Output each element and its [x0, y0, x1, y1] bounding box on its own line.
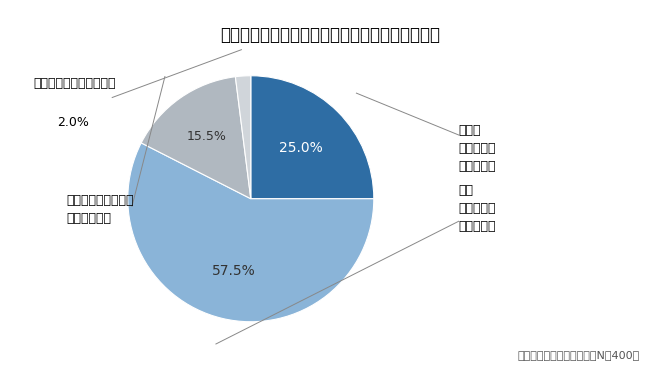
Text: 25.0%: 25.0%: [279, 141, 323, 155]
Text: 勤務先でどの程度、ストレスを感じていますか。: 勤務先でどの程度、ストレスを感じていますか。: [220, 26, 440, 44]
Text: 非常に
ストレスを
感じている: 非常に ストレスを 感じている: [459, 124, 496, 173]
Text: ほとんどストレスを
感じていない: ほとんどストレスを 感じていない: [66, 195, 133, 225]
Wedge shape: [236, 76, 251, 199]
Text: ストレスを感じていない: ストレスを感じていない: [33, 77, 115, 90]
Text: 15.5%: 15.5%: [187, 130, 227, 143]
Text: マンパワーグループ調べ（N＝400）: マンパワーグループ調べ（N＝400）: [518, 350, 640, 360]
Text: 57.5%: 57.5%: [212, 264, 255, 278]
Text: やや
ストレスを
感じている: やや ストレスを 感じている: [459, 183, 496, 232]
Wedge shape: [141, 77, 251, 199]
Wedge shape: [251, 76, 374, 199]
Wedge shape: [128, 143, 374, 322]
Text: 2.0%: 2.0%: [57, 116, 88, 129]
